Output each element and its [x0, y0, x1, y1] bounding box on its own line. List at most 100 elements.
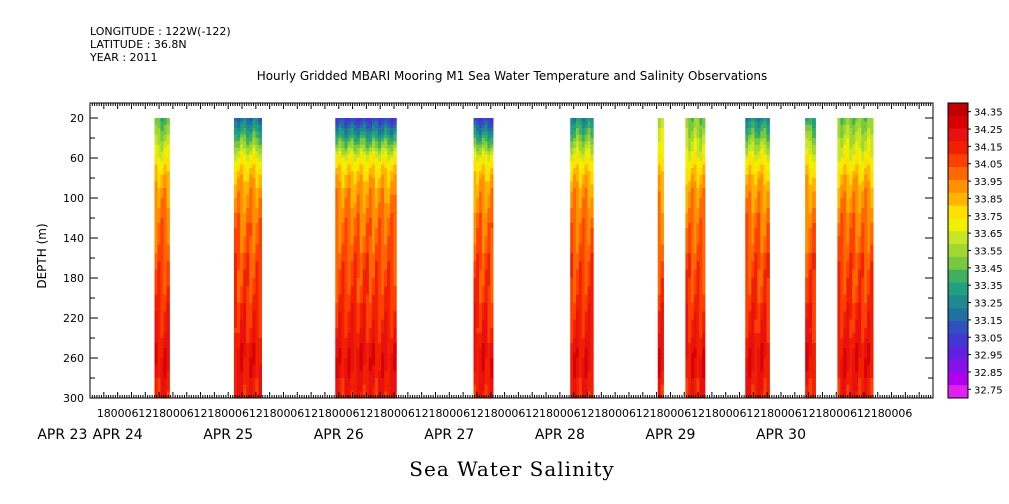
salinity-cell [484, 168, 488, 172]
salinity-cell [381, 191, 385, 196]
salinity-cell [843, 128, 847, 132]
salinity-cell [243, 134, 247, 139]
salinity-cell [378, 138, 382, 142]
salinity-cell [575, 121, 580, 126]
salinity-cell [368, 148, 373, 152]
salinity-cell [476, 194, 480, 199]
salinity-cell [696, 181, 700, 186]
salinity-cell [249, 384, 253, 392]
salinity-cell [867, 188, 871, 192]
salinity-cell [840, 131, 844, 136]
salinity-cell [371, 151, 376, 156]
salinity-cell [846, 218, 850, 224]
salinity-cell [368, 333, 373, 339]
salinity-cell [237, 154, 241, 159]
salinity-cell [846, 138, 850, 142]
salinity-cell [341, 303, 345, 312]
salinity-cell [864, 236, 868, 246]
salinity-cell [757, 184, 761, 189]
salinity-cell [487, 286, 491, 296]
salinity-cell [660, 144, 664, 149]
salinity-cell [696, 303, 700, 312]
salinity-cell [702, 286, 706, 296]
salinity-cell [157, 194, 161, 199]
salinity-cell [160, 171, 164, 176]
salinity-cell [362, 141, 367, 146]
salinity-cell [157, 261, 161, 271]
salinity-cell [166, 164, 170, 169]
salinity-cell [760, 128, 764, 132]
salinity-cell [812, 328, 816, 334]
salinity-cell [763, 121, 767, 126]
salinity-cell [479, 151, 483, 156]
salinity-cell [849, 244, 853, 254]
salinity-cell [163, 319, 167, 329]
salinity-cell [858, 213, 862, 219]
salinity-cell [754, 141, 758, 146]
salinity-cell [858, 131, 862, 136]
salinity-cell [570, 203, 574, 209]
salinity-cell [852, 181, 856, 186]
salinity-cell [657, 161, 662, 166]
salinity-cell [243, 278, 247, 287]
salinity-cell [240, 244, 244, 254]
salinity-cell [754, 269, 758, 279]
salinity-cell [660, 184, 664, 189]
salinity-cell [258, 228, 262, 237]
salinity-cell [154, 384, 158, 392]
salinity-cell [154, 188, 158, 192]
salinity-cell [581, 343, 586, 349]
salinity-cell [575, 171, 580, 176]
salinity-cell [338, 151, 342, 156]
salinity-cell [347, 144, 351, 149]
salinity-cell [693, 328, 697, 334]
salinity-cell [590, 358, 594, 366]
salinity-cell [344, 178, 348, 182]
salinity-cell [362, 194, 367, 199]
salinity-cell [341, 208, 345, 214]
salinity-cell [590, 244, 594, 254]
salinity-cell [699, 328, 703, 334]
salinity-cell [693, 343, 697, 349]
salinity-cell [587, 131, 591, 136]
salinity-cell [748, 311, 752, 321]
salinity-cell [870, 391, 874, 399]
salinity-cell [660, 118, 664, 122]
salinity-cell [362, 198, 367, 204]
salinity-cell [390, 174, 394, 179]
salinity-cell [690, 218, 695, 224]
salinity-cell [590, 311, 594, 321]
salinity-cell [587, 184, 591, 189]
salinity-cell [362, 178, 367, 182]
salinity-cell [573, 358, 577, 366]
salinity-cell [690, 278, 695, 287]
salinity-cell [837, 286, 841, 296]
salinity-cell [837, 278, 841, 287]
salinity-cell [374, 333, 379, 339]
salinity-cell [760, 348, 764, 354]
salinity-cell [587, 228, 591, 237]
salinity-cell [745, 384, 749, 392]
salinity-cell [166, 236, 170, 246]
salinity-cell [754, 124, 758, 129]
salinity-cell [837, 311, 841, 321]
salinity-cell [808, 198, 813, 204]
salinity-cell [356, 261, 361, 271]
salinity-cell [757, 141, 761, 146]
salinity-cell [374, 358, 379, 366]
salinity-cell [570, 378, 574, 386]
salinity-cell [570, 164, 574, 169]
salinity-cell [338, 203, 342, 209]
salinity-cell [840, 269, 844, 279]
salinity-cell [584, 158, 588, 162]
salinity-cell [808, 184, 813, 189]
salinity-cell [846, 391, 850, 399]
salinity-cell [353, 128, 358, 132]
salinity-cell [476, 261, 480, 271]
salinity-cell [481, 144, 486, 149]
salinity-cell [766, 319, 770, 329]
salinity-cell [584, 131, 588, 136]
salinity-cell [849, 184, 853, 189]
salinity-cell [699, 141, 703, 146]
salinity-cell [390, 378, 394, 386]
